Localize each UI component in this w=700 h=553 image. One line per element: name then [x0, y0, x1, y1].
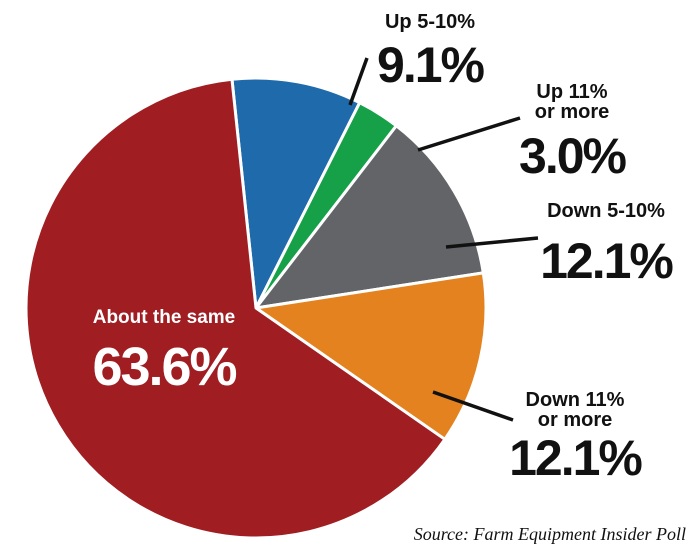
pie-slices	[24, 76, 488, 540]
slice-label-4-line-2: or more	[538, 409, 612, 431]
slice-value-label-3: 12.1%	[540, 233, 673, 289]
slice-value-label-2: 3.0%	[519, 128, 627, 184]
pie-slice-1	[230, 76, 362, 310]
pie-slice-5	[24, 77, 447, 540]
leader-line-4	[432, 390, 514, 422]
leader-lines	[348, 57, 539, 422]
slice-value-label-1: 9.1%	[377, 37, 485, 93]
slice-label-1: Up 5-10%	[385, 11, 475, 33]
slice-label-5: About the same	[93, 307, 236, 328]
pie-slice-4	[254, 271, 488, 441]
slice-value-label-5: 63.6%	[92, 337, 236, 397]
source-note: Source: Farm Equipment Insider Poll	[414, 524, 686, 544]
slice-label-3: Down 5-10%	[547, 200, 665, 222]
slice-label-2-line-1: Up 11%	[536, 81, 607, 103]
leader-line-3	[445, 236, 539, 249]
leader-line-1	[348, 57, 369, 106]
slice-label-4-line-1: Down 11%	[526, 389, 625, 411]
leader-line-2	[417, 116, 521, 152]
slice-value-label-4: 12.1%	[509, 430, 642, 486]
slice-label-2-line-2: or more	[535, 101, 609, 123]
pie-slice-3	[254, 124, 485, 310]
